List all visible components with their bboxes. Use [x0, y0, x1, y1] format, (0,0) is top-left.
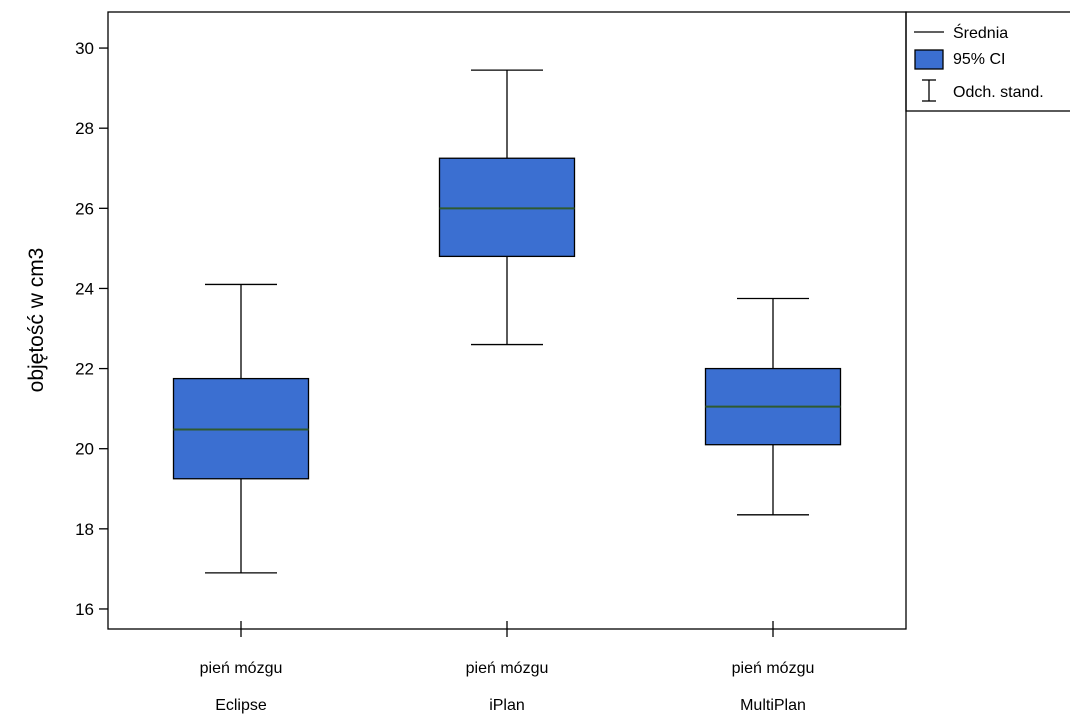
y-tick-label: 28 — [75, 119, 94, 138]
x-tick-label-line2: Eclipse — [215, 697, 267, 714]
legend-sd-swatch — [922, 79, 936, 102]
legend-ci-swatch — [914, 49, 944, 70]
y-tick-label: 24 — [75, 279, 94, 298]
legend-label-sd: Odch. stand. — [953, 84, 1044, 101]
y-axis: 16 18 20 22 24 26 28 30 — [75, 39, 108, 619]
x-tick-label-line1: pień mózgu — [200, 660, 283, 677]
legend-label-ci: 95% CI — [953, 51, 1005, 68]
y-tick-label: 30 — [75, 39, 94, 58]
x-axis: pień mózgu Eclipse pień mózgu iPlan pień móz… — [200, 621, 815, 714]
box-eclipse — [172, 283, 310, 574]
box-iplan — [438, 69, 576, 346]
x-tick-label-line1: pień mózgu — [466, 660, 549, 677]
y-axis-title: objętość w cm3 — [25, 248, 48, 393]
ci-box — [438, 157, 576, 258]
boxes — [172, 69, 842, 574]
legend-frame — [905, 11, 1070, 112]
legend: Średnia 95% CI Odch. stand. — [905, 11, 1070, 112]
x-tick-label-line2: MultiPlan — [740, 697, 806, 714]
legend-label-mean: Średnia — [953, 23, 1008, 42]
y-tick-label: 26 — [75, 199, 94, 218]
y-tick-label: 18 — [75, 520, 94, 539]
y-tick-label: 16 — [75, 600, 94, 619]
box-multiplan — [704, 297, 842, 516]
x-tick-label-line1: pień mózgu — [732, 660, 815, 677]
x-tick-label-line2: iPlan — [489, 697, 525, 714]
y-tick-label: 20 — [75, 440, 94, 459]
y-tick-label: 22 — [75, 360, 94, 379]
